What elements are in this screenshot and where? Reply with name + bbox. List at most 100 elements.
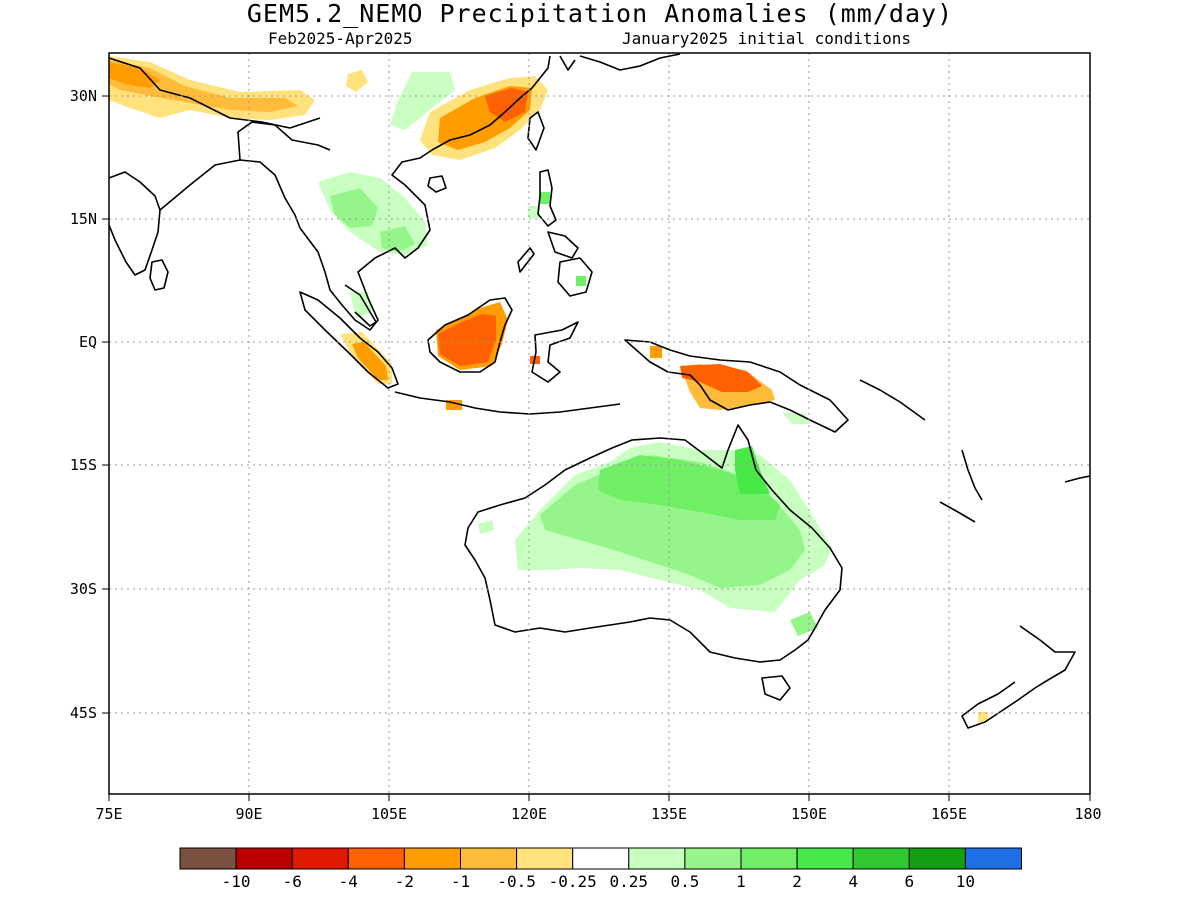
coast-newguinea <box>624 339 849 433</box>
colorbar-label: -0.5 <box>497 872 536 891</box>
colorbar-label: -10 <box>222 872 251 891</box>
anomaly-himalaya-deep <box>109 62 160 88</box>
coast-china <box>431 55 551 151</box>
forecast-period: Feb2025-Apr2025 <box>268 29 413 48</box>
coast-mindanao <box>557 257 593 297</box>
anomaly-australia-cape <box>735 446 770 494</box>
lat-label-15S: 15S <box>70 456 97 474</box>
colorbar-label: -2 <box>395 872 414 891</box>
lon-label-90E: 90E <box>235 805 262 823</box>
anomaly-australia-core <box>598 455 780 520</box>
map-title: GEM5.2_NEMO Precipitation Anomalies (mm/… <box>246 0 954 28</box>
anomaly-sumatra-orange <box>352 342 388 380</box>
colorbar-label: 2 <box>792 872 802 891</box>
colorbar-label: -1 <box>451 872 470 891</box>
colorbar-swatch <box>572 847 630 870</box>
colorbar-swatch <box>852 847 910 870</box>
anomaly-australia-west <box>478 520 494 534</box>
colorbar-swatch <box>403 847 461 870</box>
anomaly-indochina-green2 <box>330 188 378 228</box>
anomaly-china-green <box>390 72 455 130</box>
coast-luzon <box>537 169 557 227</box>
coast-fiji <box>1064 475 1090 483</box>
coast-taiwan <box>527 111 545 151</box>
coast-tasmania <box>761 675 791 701</box>
lat-label-30S: 30S <box>70 580 97 598</box>
lat-label-15N: 15N <box>70 210 97 228</box>
lon-label-150E: 150E <box>791 805 827 823</box>
lon-label-75E: 75E <box>95 805 122 823</box>
colorbar-label: 0.5 <box>670 872 699 891</box>
colorbar-swatch <box>796 847 854 870</box>
coast-hainan <box>427 175 447 193</box>
lat-label-30N: 30N <box>70 87 97 105</box>
lat-label-EQ: EQ <box>79 333 97 351</box>
coast-india <box>109 171 161 276</box>
anomaly-philippines-green2 <box>528 206 540 218</box>
coast-palawan <box>517 247 535 273</box>
colorbar-swatch <box>460 847 518 870</box>
colorbar-label: 6 <box>904 872 914 891</box>
coast-japan <box>579 53 681 71</box>
coast-vanuatu <box>961 449 983 501</box>
tick-marks <box>102 95 1091 801</box>
anomaly-png-red <box>680 364 762 392</box>
colorbar-label: 10 <box>956 872 975 891</box>
lon-label-135E: 135E <box>651 805 687 823</box>
coast-australia <box>464 424 843 663</box>
anomaly-fields <box>109 56 988 722</box>
colorbar-swatch <box>516 847 574 870</box>
coast-srilanka <box>149 259 169 291</box>
anomaly-himalaya-orange <box>109 60 298 112</box>
colorbar-label: 0.25 <box>610 872 649 891</box>
coastlines <box>109 53 1090 729</box>
anomaly-nz-yellow <box>978 712 988 722</box>
coast-korea <box>559 55 576 71</box>
anomaly-borneo-red <box>438 314 496 366</box>
anomaly-mindanao-green <box>576 276 586 286</box>
graticule <box>109 53 1090 794</box>
coast-sumatra <box>299 291 399 389</box>
border-china-1 <box>237 121 331 161</box>
colorbar-swatch <box>291 847 349 870</box>
initial-conditions: January2025 initial conditions <box>622 29 911 48</box>
coast-bay-of-bengal <box>159 159 301 229</box>
colorbar-swatch <box>179 847 237 870</box>
coast-nz-south <box>961 681 1036 729</box>
colorbar-label: -4 <box>339 872 358 891</box>
colorbar-swatch <box>628 847 686 870</box>
colorbar-swatch <box>684 847 742 870</box>
map-frame <box>108 52 1091 795</box>
lat-label-45S: 45S <box>70 704 97 722</box>
anomaly-png-west <box>650 346 662 358</box>
coast-solomons <box>859 379 926 421</box>
lon-label-120E: 120E <box>511 805 547 823</box>
coast-newcaledonia <box>939 501 976 523</box>
colorbar: -10 -6 -4 -2 -1 -0.5 -0.25 0.25 0.5 1 2 4 6 10 <box>179 847 1023 891</box>
coast-sulawesi <box>531 321 579 383</box>
anomaly-tibet-yellow <box>346 70 368 92</box>
anomaly-philippines-green <box>540 192 550 204</box>
coast-visayas <box>547 231 579 259</box>
colorbar-label: -0.25 <box>549 872 597 891</box>
colorbar-swatch <box>235 847 293 870</box>
colorbar-swatch <box>347 847 405 870</box>
colorbar-swatch <box>964 847 1023 870</box>
colorbar-label: 1 <box>736 872 746 891</box>
colorbar-label: -6 <box>283 872 302 891</box>
colorbar-label: 4 <box>848 872 858 891</box>
coast-nz-north <box>1019 625 1076 689</box>
colorbar-swatch <box>740 847 798 870</box>
border-himalaya <box>109 57 321 129</box>
lon-label-180: 180 <box>1074 805 1101 823</box>
coast-malaya <box>344 284 377 327</box>
lon-label-105E: 105E <box>371 805 407 823</box>
coast-borneo <box>427 297 513 373</box>
anomaly-png-east-green <box>782 412 810 424</box>
coast-indochina <box>299 149 433 331</box>
anomaly-australia-se <box>790 612 818 636</box>
coast-java <box>394 391 621 415</box>
colorbar-swatch <box>908 847 966 870</box>
lon-label-165E: 165E <box>931 805 967 823</box>
